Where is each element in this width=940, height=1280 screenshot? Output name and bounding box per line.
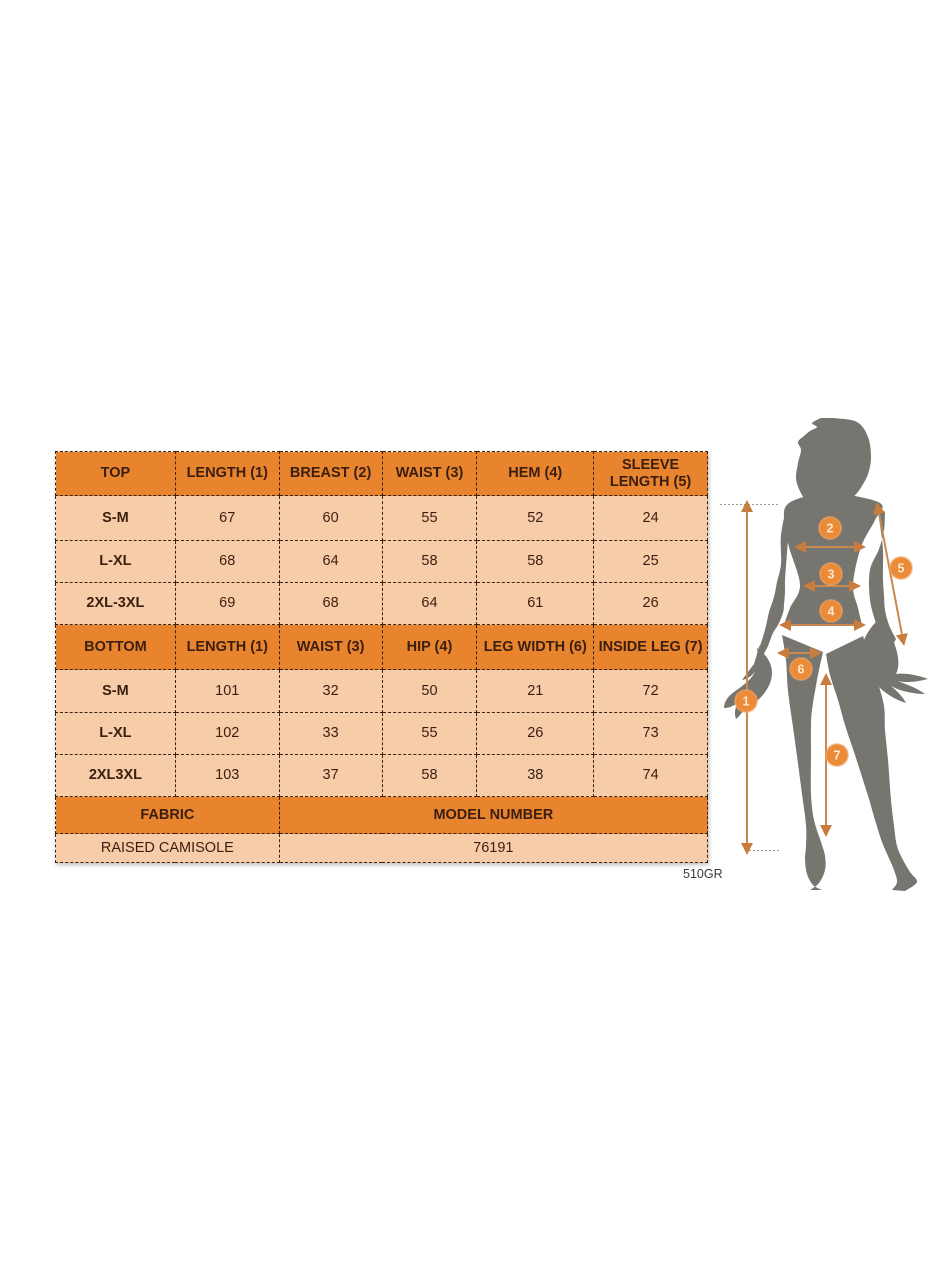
svg-text:5: 5: [898, 561, 905, 575]
svg-text:7: 7: [834, 748, 841, 762]
svg-text:6: 6: [798, 662, 805, 676]
svg-text:4: 4: [828, 604, 835, 618]
svg-text:1: 1: [743, 694, 750, 708]
svg-text:3: 3: [828, 567, 835, 581]
svg-text:2: 2: [827, 521, 834, 535]
